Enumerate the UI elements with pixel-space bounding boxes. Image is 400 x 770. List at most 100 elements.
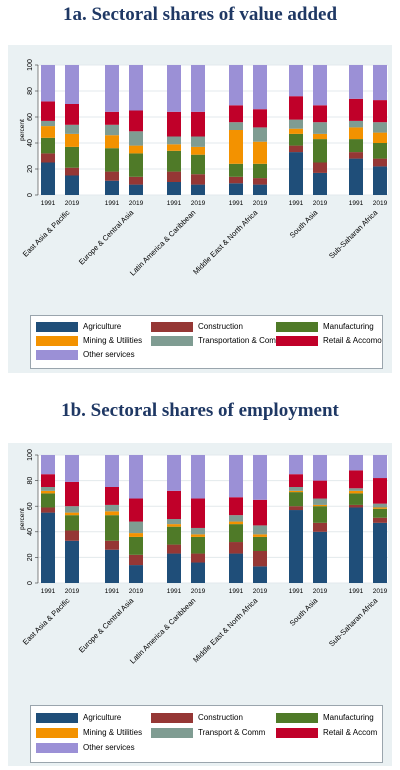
va-bar-agriculture-europe-central-asia-1991 [105, 180, 119, 195]
emp-bar-agriculture-europe-central-asia-1991 [105, 549, 119, 583]
va-bar-agriculture-east-asia-pacific-2019 [65, 175, 79, 195]
va-bar-manufacturing-south-asia-2019 [313, 139, 327, 163]
emp-x-tick-label-year: 2019 [253, 588, 268, 595]
emp-x-tick-label-year: 1991 [349, 588, 364, 595]
legend-value-added: Agriculture Construction Manufacturing Mini… [30, 315, 383, 369]
va-bar-retail-accomo-south-asia-1991 [289, 96, 303, 120]
emp-bar-construction-east-asia-pacific-1991 [41, 507, 55, 513]
emp-bar-retail-accom-east-asia-pacific-1991 [41, 474, 55, 487]
emp-bar-construction-south-asia-1991 [289, 506, 303, 511]
emp-bar-mining-utilities-europe-central-asia-2019 [129, 533, 143, 537]
va-legend-swatch [36, 350, 78, 360]
emp-y-tick-label: 80 [27, 477, 34, 485]
va-bar-mining-utilities-sub-saharan-africa-1991 [349, 127, 363, 140]
va-x-tick-label-year: 1991 [349, 200, 364, 207]
va-bar-other-services-europe-central-asia-1991 [105, 65, 119, 112]
emp-region-label-europe-central-asia: Europe & Central Asia [77, 595, 136, 654]
emp-bar-other-services-sub-saharan-africa-1991 [349, 455, 363, 471]
emp-bar-mining-utilities-middle-east-north-africa-1991 [229, 521, 243, 525]
va-bar-transportation-comm-south-asia-1991 [289, 119, 303, 129]
va-bar-agriculture-east-asia-pacific-1991 [41, 162, 55, 195]
emp-bar-agriculture-south-asia-2019 [313, 531, 327, 583]
va-legend-label: Transportation & Comm [198, 336, 283, 345]
emp-bar-mining-utilities-south-asia-1991 [289, 490, 303, 493]
emp-x-tick-label-year: 1991 [41, 588, 56, 595]
emp-bar-construction-latin-america-caribbean-2019 [191, 553, 205, 563]
emp-x-tick-label-year: 2019 [373, 588, 388, 595]
emp-region-label-sub-saharan-africa: Sub-Saharan Africa [327, 595, 380, 648]
emp-bar-retail-accom-middle-east-north-africa-1991 [229, 497, 243, 516]
va-bar-transportation-comm-sub-saharan-africa-2019 [373, 122, 387, 133]
va-bar-construction-europe-central-asia-2019 [129, 176, 143, 185]
va-bar-agriculture-south-asia-1991 [289, 152, 303, 195]
emp-bar-other-services-middle-east-north-africa-1991 [229, 455, 243, 498]
emp-bar-agriculture-east-asia-pacific-1991 [41, 512, 55, 583]
emp-bar-transport-comm-middle-east-north-africa-1991 [229, 515, 243, 522]
va-bar-mining-utilities-latin-america-caribbean-2019 [191, 146, 205, 155]
emp-bar-retail-accom-south-asia-1991 [289, 474, 303, 487]
emp-bar-construction-sub-saharan-africa-1991 [349, 504, 363, 508]
emp-bar-manufacturing-east-asia-pacific-2019 [65, 515, 79, 531]
emp-bar-agriculture-sub-saharan-africa-1991 [349, 507, 363, 583]
emp-bar-manufacturing-east-asia-pacific-1991 [41, 493, 55, 508]
va-bar-transportation-comm-sub-saharan-africa-1991 [349, 120, 363, 128]
emp-region-label-middle-east-north-africa: Middle East & North Africa [191, 595, 260, 664]
va-x-tick-label-year: 2019 [313, 200, 328, 207]
va-y-tick-label: 60 [27, 113, 34, 121]
emp-bar-mining-utilities-latin-america-caribbean-2019 [191, 534, 205, 537]
va-bar-retail-accomo-latin-america-caribbean-2019 [191, 111, 205, 137]
va-bar-construction-middle-east-north-africa-1991 [229, 176, 243, 184]
emp-bar-agriculture-sub-saharan-africa-2019 [373, 522, 387, 583]
emp-legend-label: Construction [198, 713, 243, 722]
emp-bar-other-services-europe-central-asia-2019 [129, 455, 143, 499]
va-y-tick-label: 100 [27, 59, 34, 71]
va-bar-manufacturing-sub-saharan-africa-1991 [349, 139, 363, 153]
emp-legend-label: Mining & Utilities [83, 728, 143, 737]
emp-region-label-latin-america-caribbean: Latin America & Caribbean [128, 596, 197, 665]
va-region-label-europe-central-asia: Europe & Central Asia [77, 207, 136, 266]
va-bar-transportation-comm-south-asia-2019 [313, 122, 327, 134]
va-bar-transportation-comm-latin-america-caribbean-2019 [191, 136, 205, 147]
emp-bar-other-services-middle-east-north-africa-2019 [253, 455, 267, 500]
emp-bar-retail-accom-sub-saharan-africa-2019 [373, 478, 387, 504]
va-bar-transportation-comm-middle-east-north-africa-2019 [253, 127, 267, 142]
emp-plot-area [38, 455, 388, 583]
va-bar-manufacturing-latin-america-caribbean-2019 [191, 154, 205, 175]
emp-x-tick-label-year: 2019 [65, 588, 80, 595]
emp-bar-transport-comm-sub-saharan-africa-2019 [373, 503, 387, 508]
va-x-tick-label-year: 1991 [41, 200, 56, 207]
emp-legend-swatch [276, 728, 318, 738]
va-bar-manufacturing-sub-saharan-africa-2019 [373, 143, 387, 159]
emp-bar-manufacturing-sub-saharan-africa-2019 [373, 508, 387, 518]
emp-bar-transport-comm-east-asia-pacific-2019 [65, 506, 79, 513]
emp-bar-retail-accom-europe-central-asia-2019 [129, 498, 143, 522]
va-x-tick-label-year: 1991 [105, 200, 120, 207]
emp-bar-retail-accom-sub-saharan-africa-1991 [349, 470, 363, 489]
va-x-tick-label-year: 1991 [229, 200, 244, 207]
emp-bar-other-services-latin-america-caribbean-1991 [167, 455, 181, 491]
emp-legend-swatch [276, 713, 318, 723]
va-bar-other-services-south-asia-1991 [289, 65, 303, 97]
emp-bar-transport-comm-europe-central-asia-1991 [105, 504, 119, 512]
va-bar-agriculture-sub-saharan-africa-1991 [349, 158, 363, 195]
va-bar-construction-east-asia-pacific-2019 [65, 167, 79, 176]
va-bar-agriculture-middle-east-north-africa-2019 [253, 184, 267, 195]
va-y-tick-label: 0 [27, 193, 34, 197]
emp-bar-mining-utilities-sub-saharan-africa-2019 [373, 507, 387, 509]
va-bar-construction-south-asia-2019 [313, 162, 327, 173]
va-legend-label: Agriculture [83, 322, 122, 331]
emp-bar-other-services-south-asia-2019 [313, 455, 327, 481]
va-bar-manufacturing-middle-east-north-africa-2019 [253, 163, 267, 179]
va-bar-construction-europe-central-asia-1991 [105, 171, 119, 181]
va-bar-mining-utilities-east-asia-pacific-1991 [41, 126, 55, 138]
va-bar-other-services-europe-central-asia-2019 [129, 65, 143, 111]
va-bar-retail-accomo-europe-central-asia-1991 [105, 111, 119, 125]
chart-title-value-added: 1a. Sectoral shares of value added [62, 4, 338, 25]
emp-bar-other-services-east-asia-pacific-1991 [41, 455, 55, 475]
va-x-tick-label-year: 2019 [65, 200, 80, 207]
va-bar-construction-middle-east-north-africa-2019 [253, 178, 267, 185]
va-region-label-middle-east-north-africa: Middle East & North Africa [191, 207, 260, 276]
va-legend-swatch [36, 322, 78, 332]
emp-bar-construction-europe-central-asia-1991 [105, 540, 119, 550]
